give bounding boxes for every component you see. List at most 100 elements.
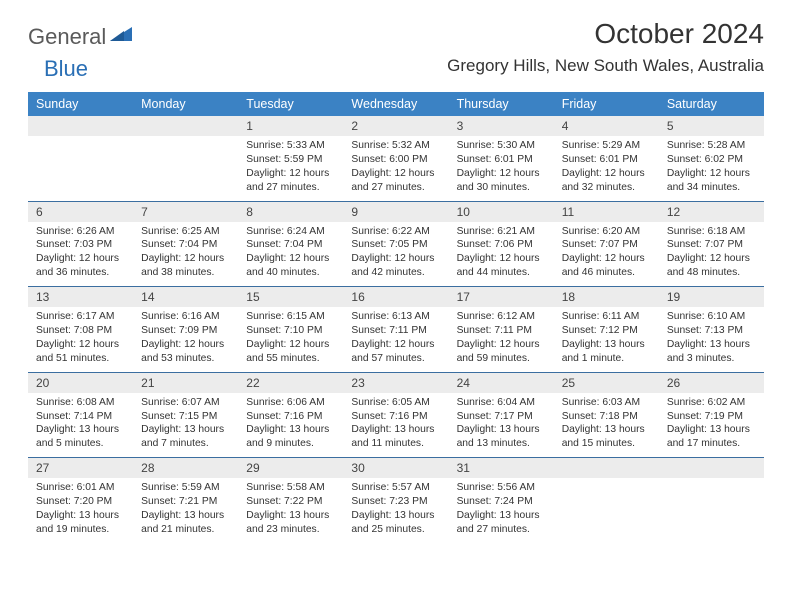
logo-text-blue: Blue xyxy=(44,56,88,82)
title-block: October 2024 Gregory Hills, New South Wa… xyxy=(447,18,764,76)
calendar-cell: 27Sunrise: 6:01 AMSunset: 7:20 PMDayligh… xyxy=(28,458,133,543)
daylight-text: Daylight: 12 hours and 38 minutes. xyxy=(141,252,230,280)
daylight-text: Daylight: 12 hours and 36 minutes. xyxy=(36,252,125,280)
day-number: 4 xyxy=(554,116,659,136)
daylight-text: Daylight: 13 hours and 19 minutes. xyxy=(36,509,125,537)
sunrise-text: Sunrise: 5:59 AM xyxy=(141,481,230,495)
sunset-text: Sunset: 7:07 PM xyxy=(667,238,756,252)
calendar-cell: 10Sunrise: 6:21 AMSunset: 7:06 PMDayligh… xyxy=(449,202,554,287)
day-details: Sunrise: 6:04 AMSunset: 7:17 PMDaylight:… xyxy=(449,393,554,458)
day-details: Sunrise: 6:13 AMSunset: 7:11 PMDaylight:… xyxy=(343,307,448,372)
daylight-text: Daylight: 13 hours and 9 minutes. xyxy=(246,423,335,451)
day-number: 5 xyxy=(659,116,764,136)
day-number: 1 xyxy=(238,116,343,136)
sunrise-text: Sunrise: 6:22 AM xyxy=(351,225,440,239)
calendar-cell: 21Sunrise: 6:07 AMSunset: 7:15 PMDayligh… xyxy=(133,373,238,458)
sunset-text: Sunset: 7:16 PM xyxy=(351,410,440,424)
day-header-saturday: Saturday xyxy=(659,92,764,116)
day-details: Sunrise: 6:16 AMSunset: 7:09 PMDaylight:… xyxy=(133,307,238,372)
day-number: 28 xyxy=(133,458,238,478)
daylight-text: Daylight: 13 hours and 27 minutes. xyxy=(457,509,546,537)
calendar-cell: 4 Sunrise: 5:29 AMSunset: 6:01 PMDaylight… xyxy=(554,116,659,201)
sunset-text: Sunset: 6:02 PM xyxy=(667,153,756,167)
day-details: Sunrise: 6:22 AMSunset: 7:05 PMDaylight:… xyxy=(343,222,448,287)
week-row: 20Sunrise: 6:08 AMSunset: 7:14 PMDayligh… xyxy=(28,372,764,458)
calendar-cell: 19Sunrise: 6:10 AMSunset: 7:13 PMDayligh… xyxy=(659,287,764,372)
day-number: 12 xyxy=(659,202,764,222)
sunset-text: Sunset: 7:22 PM xyxy=(246,495,335,509)
day-number: 8 xyxy=(238,202,343,222)
sunrise-text: Sunrise: 6:05 AM xyxy=(351,396,440,410)
calendar-cell xyxy=(28,116,133,201)
day-header-friday: Friday xyxy=(554,92,659,116)
daylight-text: Daylight: 13 hours and 15 minutes. xyxy=(562,423,651,451)
calendar-cell: 14Sunrise: 6:16 AMSunset: 7:09 PMDayligh… xyxy=(133,287,238,372)
sunrise-text: Sunrise: 6:06 AM xyxy=(246,396,335,410)
daylight-text: Daylight: 12 hours and 27 minutes. xyxy=(246,167,335,195)
calendar-cell: 2Sunrise: 5:32 AMSunset: 6:00 PMDaylight… xyxy=(343,116,448,201)
sunrise-text: Sunrise: 6:15 AM xyxy=(246,310,335,324)
day-number: 19 xyxy=(659,287,764,307)
day-details: Sunrise: 5:58 AMSunset: 7:22 PMDaylight:… xyxy=(238,478,343,543)
day-details: Sunrise: 6:20 AMSunset: 7:07 PMDaylight:… xyxy=(554,222,659,287)
sunset-text: Sunset: 6:01 PM xyxy=(562,153,651,167)
daylight-text: Daylight: 12 hours and 32 minutes. xyxy=(562,167,651,195)
sunset-text: Sunset: 7:05 PM xyxy=(351,238,440,252)
calendar-cell: 12Sunrise: 6:18 AMSunset: 7:07 PMDayligh… xyxy=(659,202,764,287)
day-details: Sunrise: 6:05 AMSunset: 7:16 PMDaylight:… xyxy=(343,393,448,458)
sunset-text: Sunset: 7:23 PM xyxy=(351,495,440,509)
calendar-cell: 6Sunrise: 6:26 AMSunset: 7:03 PMDaylight… xyxy=(28,202,133,287)
day-details: Sunrise: 6:26 AMSunset: 7:03 PMDaylight:… xyxy=(28,222,133,287)
sunrise-text: Sunrise: 6:08 AM xyxy=(36,396,125,410)
sunrise-text: Sunrise: 6:12 AM xyxy=(457,310,546,324)
day-number: 15 xyxy=(238,287,343,307)
day-number: 24 xyxy=(449,373,554,393)
calendar-cell: 7Sunrise: 6:25 AMSunset: 7:04 PMDaylight… xyxy=(133,202,238,287)
sunrise-text: Sunrise: 6:11 AM xyxy=(562,310,651,324)
sunset-text: Sunset: 7:17 PM xyxy=(457,410,546,424)
calendar-cell: 30Sunrise: 5:57 AMSunset: 7:23 PMDayligh… xyxy=(343,458,448,543)
day-details: Sunrise: 5:59 AMSunset: 7:21 PMDaylight:… xyxy=(133,478,238,543)
sunrise-text: Sunrise: 5:29 AM xyxy=(562,139,651,153)
week-row: 1Sunrise: 5:33 AMSunset: 5:59 PMDaylight… xyxy=(28,116,764,201)
sunset-text: Sunset: 7:06 PM xyxy=(457,238,546,252)
daylight-text: Daylight: 13 hours and 21 minutes. xyxy=(141,509,230,537)
sunset-text: Sunset: 7:18 PM xyxy=(562,410,651,424)
day-number: 22 xyxy=(238,373,343,393)
day-number xyxy=(659,458,764,478)
sunset-text: Sunset: 5:59 PM xyxy=(246,153,335,167)
calendar-cell: 20Sunrise: 6:08 AMSunset: 7:14 PMDayligh… xyxy=(28,373,133,458)
day-number: 20 xyxy=(28,373,133,393)
daylight-text: Daylight: 12 hours and 34 minutes. xyxy=(667,167,756,195)
day-number: 25 xyxy=(554,373,659,393)
day-header-sunday: Sunday xyxy=(28,92,133,116)
sunrise-text: Sunrise: 6:03 AM xyxy=(562,396,651,410)
sunset-text: Sunset: 7:16 PM xyxy=(246,410,335,424)
day-number: 7 xyxy=(133,202,238,222)
sunset-text: Sunset: 7:11 PM xyxy=(457,324,546,338)
day-header-thursday: Thursday xyxy=(449,92,554,116)
sunrise-text: Sunrise: 5:28 AM xyxy=(667,139,756,153)
calendar-cell: 3Sunrise: 5:30 AMSunset: 6:01 PMDaylight… xyxy=(449,116,554,201)
month-title: October 2024 xyxy=(447,18,764,50)
daylight-text: Daylight: 12 hours and 46 minutes. xyxy=(562,252,651,280)
day-details: Sunrise: 6:03 AMSunset: 7:18 PMDaylight:… xyxy=(554,393,659,458)
calendar-cell: 11Sunrise: 6:20 AMSunset: 7:07 PMDayligh… xyxy=(554,202,659,287)
sunrise-text: Sunrise: 6:25 AM xyxy=(141,225,230,239)
day-details: Sunrise: 5:28 AMSunset: 6:02 PMDaylight:… xyxy=(659,136,764,201)
day-number: 30 xyxy=(343,458,448,478)
sunrise-text: Sunrise: 6:16 AM xyxy=(141,310,230,324)
sunrise-text: Sunrise: 6:26 AM xyxy=(36,225,125,239)
daylight-text: Daylight: 13 hours and 23 minutes. xyxy=(246,509,335,537)
logo-triangle-icon xyxy=(110,25,132,46)
day-number: 29 xyxy=(238,458,343,478)
sunrise-text: Sunrise: 5:33 AM xyxy=(246,139,335,153)
day-details: Sunrise: 6:07 AMSunset: 7:15 PMDaylight:… xyxy=(133,393,238,458)
calendar-cell: 15Sunrise: 6:15 AMSunset: 7:10 PMDayligh… xyxy=(238,287,343,372)
day-number: 18 xyxy=(554,287,659,307)
daylight-text: Daylight: 13 hours and 13 minutes. xyxy=(457,423,546,451)
daylight-text: Daylight: 12 hours and 59 minutes. xyxy=(457,338,546,366)
calendar-cell: 24Sunrise: 6:04 AMSunset: 7:17 PMDayligh… xyxy=(449,373,554,458)
calendar-cell: 25Sunrise: 6:03 AMSunset: 7:18 PMDayligh… xyxy=(554,373,659,458)
day-details: Sunrise: 5:30 AMSunset: 6:01 PMDaylight:… xyxy=(449,136,554,201)
